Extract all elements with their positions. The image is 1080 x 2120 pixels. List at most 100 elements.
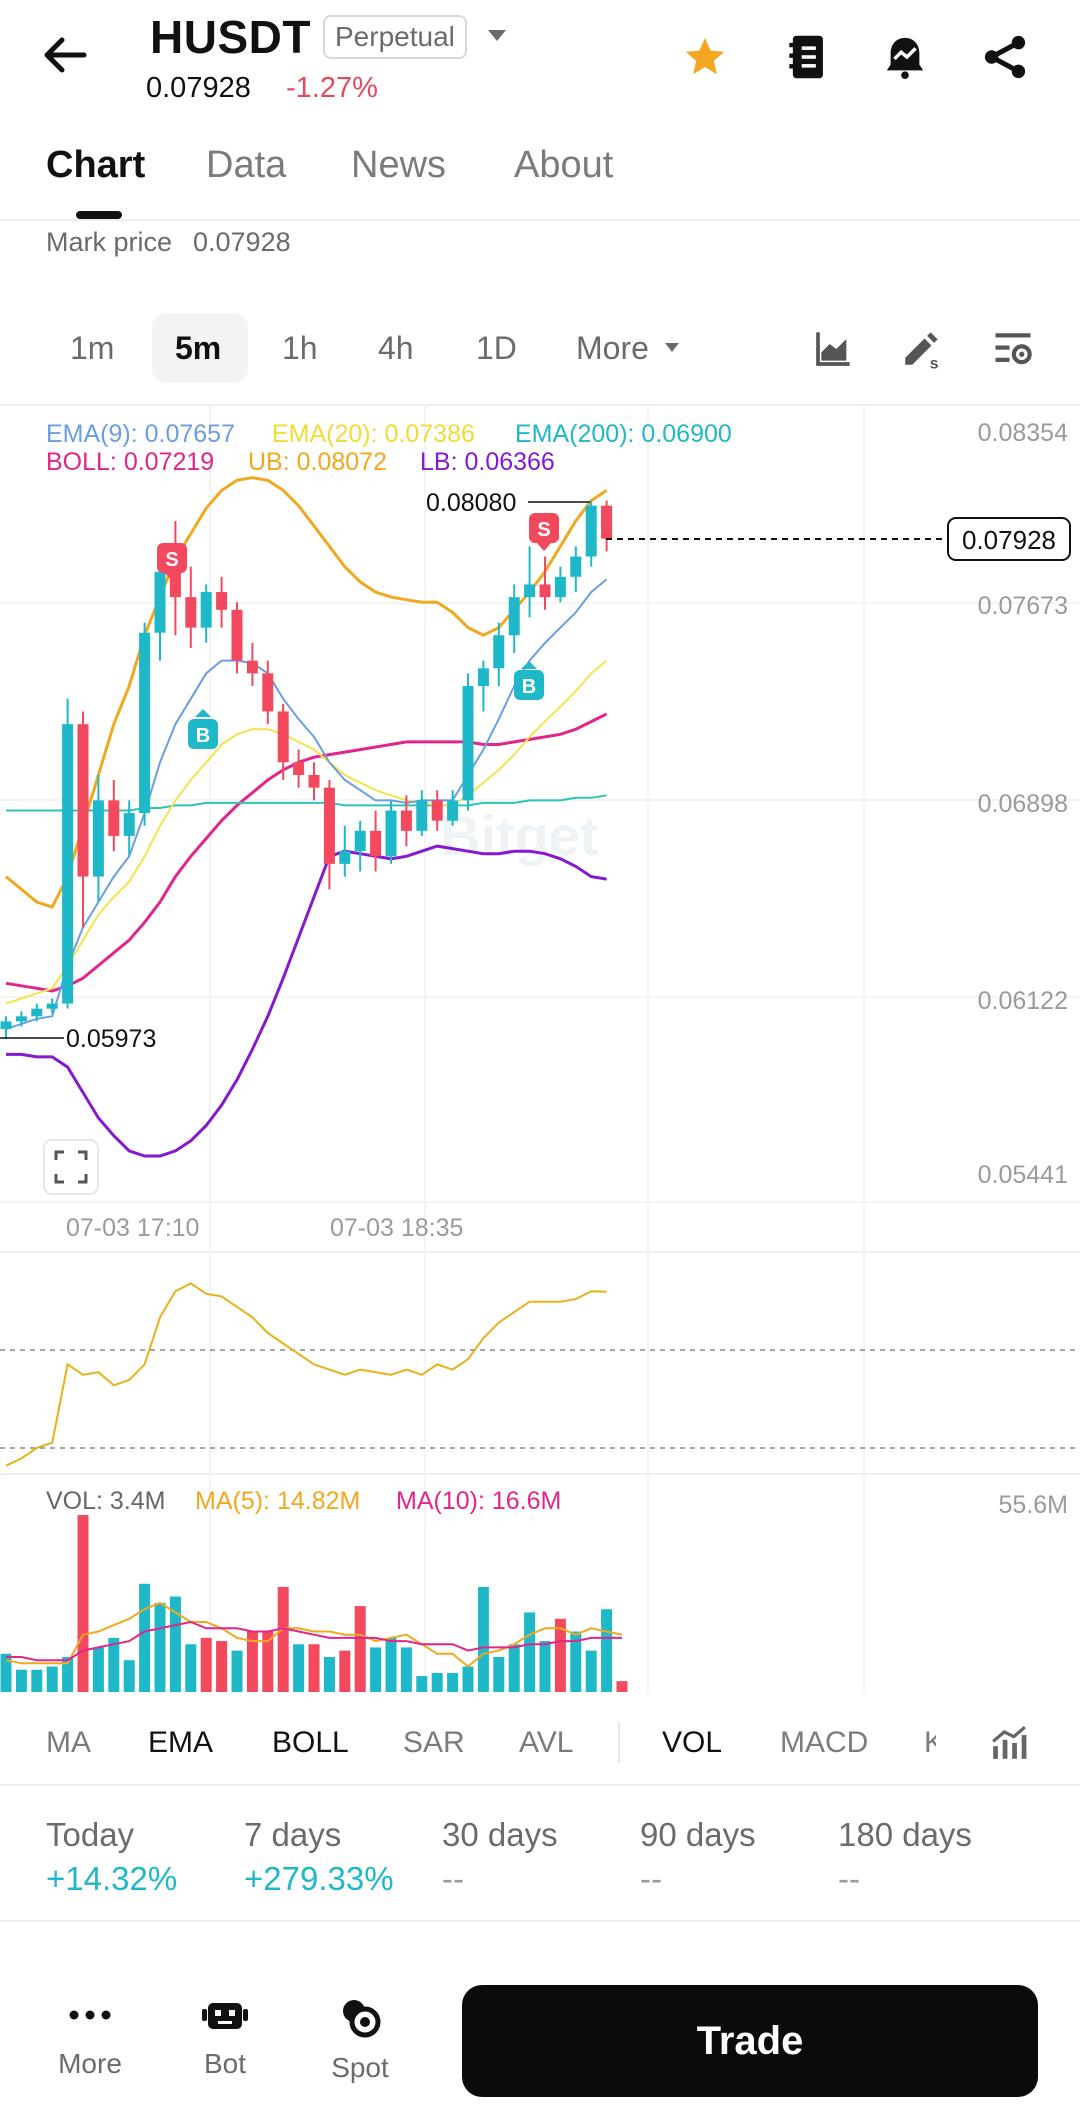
indicator-sar[interactable]: SAR: [403, 1726, 465, 1759]
favorite-star-icon[interactable]: [678, 30, 732, 84]
indicator-avl[interactable]: AVL: [519, 1726, 574, 1759]
drawing-tool-icon[interactable]: s: [896, 324, 946, 374]
perf-value-180d: --: [838, 1860, 860, 1897]
bot-icon: [202, 2003, 248, 2029]
low-price-label: 0.05973: [66, 1025, 156, 1053]
indicator-vol[interactable]: VOL: [662, 1726, 723, 1759]
candle-body: [169, 571, 181, 598]
candle-body: [293, 762, 305, 775]
volume-bar: [585, 1650, 597, 1692]
volume-bar: [185, 1644, 197, 1692]
volume-bar: [385, 1637, 397, 1692]
indicator-ma[interactable]: MA: [46, 1726, 91, 1759]
fullscreen-icon[interactable]: [43, 1139, 99, 1195]
volume-bar: [62, 1656, 74, 1692]
more-caret-icon: [665, 343, 679, 352]
candle-body: [216, 592, 228, 610]
tab-about[interactable]: About: [514, 144, 614, 186]
perf-label-30d: 30 days: [442, 1816, 558, 1853]
perf-value-today: +14.32%: [46, 1860, 178, 1897]
contract-type-badge[interactable]: Perpetual: [323, 15, 467, 59]
price-chart[interactable]: Bitget EMA(9): 0.07657 EMA(20): 0.07386 …: [0, 405, 1080, 1695]
more-dots-icon: [69, 2010, 111, 2020]
indicator-boll[interactable]: BOLL: [272, 1726, 349, 1759]
interval-more[interactable]: More: [576, 330, 649, 366]
nav-bot-label: Bot: [203, 2048, 247, 2079]
volume-bar: [462, 1666, 474, 1692]
volume-bar: [524, 1612, 536, 1692]
current-price-tag-text: 0.07928: [962, 525, 1056, 555]
perf-label-180d: 180 days: [838, 1816, 972, 1853]
volume-bars: [0, 1515, 628, 1692]
perf-value-30d: --: [442, 1860, 464, 1897]
current-price-tag: [947, 517, 1071, 561]
ema9-line: [5, 578, 608, 1030]
share-icon[interactable]: [978, 30, 1032, 84]
volume-bar: [416, 1676, 428, 1692]
caret-down-icon[interactable]: [486, 28, 508, 44]
indicator-kdj[interactable]: K: [924, 1726, 936, 1759]
perf-label-90d: 90 days: [640, 1816, 756, 1853]
chart-type-icon[interactable]: [808, 324, 858, 374]
trade-button[interactable]: Trade: [462, 1985, 1038, 2097]
indicator-ema[interactable]: EMA: [148, 1726, 214, 1759]
indicators-divider: [0, 1784, 1080, 1786]
high-price-label: 0.08080: [426, 489, 516, 517]
candle-body: [339, 851, 351, 864]
volume-bar: [539, 1641, 551, 1692]
sell-signal-marker: S: [529, 513, 559, 551]
candle-body: [0, 1021, 12, 1029]
tab-data[interactable]: Data: [206, 144, 287, 186]
legend-ub: UB: 0.08072: [248, 448, 387, 476]
mark-price-label: Mark price: [46, 227, 173, 257]
candle-body: [62, 724, 74, 1004]
interval-4h[interactable]: 4h: [378, 330, 414, 366]
mark-price-value: 0.07928: [193, 227, 291, 257]
nav-bot[interactable]: Bot: [170, 1995, 280, 2080]
candlesticks: [0, 500, 613, 1040]
cci-line: [5, 1282, 607, 1467]
nav-spot[interactable]: Spot: [305, 1995, 415, 2084]
interval-1h[interactable]: 1h: [282, 330, 318, 366]
buy-signal-marker: B: [514, 661, 544, 700]
legend-ema9: EMA(9): 0.07657: [46, 420, 235, 448]
interval-1m[interactable]: 1m: [70, 330, 115, 366]
price-alert-bell-icon[interactable]: [878, 30, 932, 84]
volume-bar: [601, 1609, 613, 1692]
back-button[interactable]: [40, 30, 110, 90]
volume-bar: [323, 1656, 335, 1692]
candle-body: [139, 632, 151, 814]
candle-body: [231, 609, 243, 661]
nav-more[interactable]: More: [35, 1995, 145, 2080]
boll-line: [5, 712, 608, 993]
sell-signal-marker: S: [157, 543, 187, 581]
price-axis-label: 0.08354: [978, 419, 1068, 447]
time-axis-label: 07-03 18:35: [330, 1214, 463, 1242]
candle-body: [277, 711, 289, 763]
volume-bar: [231, 1650, 243, 1692]
volume-bar: [216, 1641, 228, 1692]
volume-bar: [200, 1637, 212, 1692]
perf-label-today: Today: [46, 1816, 135, 1853]
tab-news[interactable]: News: [351, 144, 447, 186]
chart-settings-icon[interactable]: [988, 324, 1038, 374]
volume-bar: [293, 1644, 305, 1692]
candle-body: [77, 724, 89, 877]
tab-chart[interactable]: Chart: [46, 144, 146, 186]
notebook-icon[interactable]: [780, 30, 834, 84]
back-arrow-icon: [44, 37, 87, 73]
indicator-settings-icon[interactable]: [990, 1724, 1028, 1767]
interval-5m[interactable]: 5m: [175, 330, 222, 366]
candle-body: [601, 505, 613, 539]
price-change-percent: -1.27%: [286, 72, 378, 104]
candle-body: [31, 1008, 43, 1017]
volume-bar: [447, 1672, 459, 1692]
sell-signal-text: S: [165, 549, 178, 571]
interval-1d[interactable]: 1D: [476, 330, 517, 366]
price-axis-label: 0.07673: [978, 592, 1068, 620]
candle-body: [370, 830, 382, 857]
bitget-watermark: Bitget: [440, 804, 599, 867]
indicator-macd[interactable]: MACD: [780, 1726, 869, 1759]
volume-bar: [370, 1647, 382, 1692]
volume-bar: [262, 1631, 274, 1692]
